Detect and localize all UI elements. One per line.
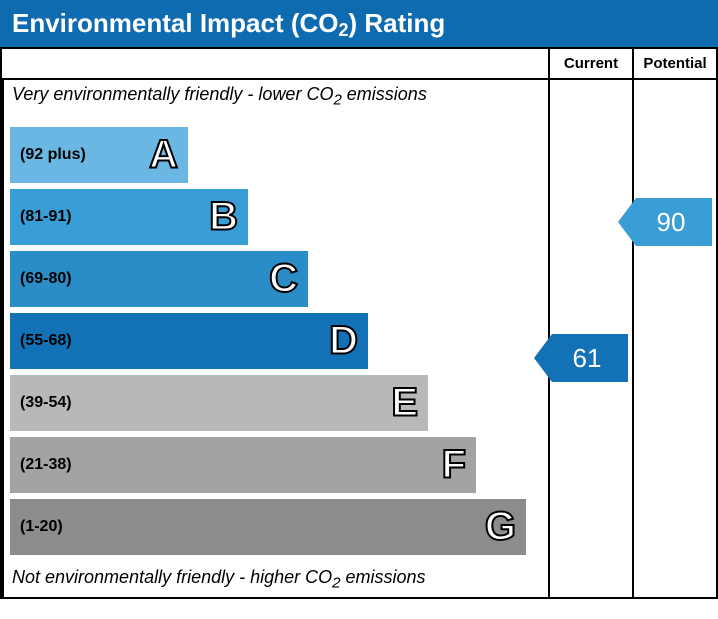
band-range: (81-91) — [10, 208, 72, 226]
band-letter: B — [209, 194, 238, 239]
current-value: 61 — [552, 343, 622, 374]
band-c: (69-80) C — [10, 251, 308, 307]
band-a: (92 plus) A — [10, 127, 188, 183]
band-b: (81-91) B — [10, 189, 248, 245]
potential-value: 90 — [636, 207, 706, 238]
band-f: (21-38) F — [10, 437, 476, 493]
caption-top: Very environmentally friendly - lower CO… — [4, 80, 548, 115]
band-letter: G — [485, 504, 516, 549]
band-letter: E — [391, 380, 418, 425]
col-header-potential: Potential — [632, 47, 716, 78]
band-letter: A — [149, 132, 178, 177]
band-g: (1-20) G — [10, 499, 526, 555]
col-header-blank — [2, 47, 548, 78]
band-range: (55-68) — [10, 332, 72, 350]
band-range: (69-80) — [10, 270, 72, 288]
band-letter: C — [269, 256, 298, 301]
current-marker: 61 — [534, 334, 628, 382]
band-d: (55-68) D — [10, 313, 368, 369]
band-range: (1-20) — [10, 518, 63, 536]
potential-marker: 90 — [618, 198, 712, 246]
rating-table: Current Potential Very environmentally f… — [0, 47, 718, 599]
bands-container: (92 plus) A (81-91) B (69-80) C (55-68) D (39-54… — [4, 115, 548, 563]
band-letter: F — [442, 442, 466, 487]
band-range: (39-54) — [10, 394, 72, 412]
bands-cell: Very environmentally friendly - lower CO… — [2, 78, 548, 597]
band-range: (92 plus) — [10, 146, 86, 164]
current-column: 61 — [548, 78, 632, 597]
chart-title: Environmental Impact (CO2) Rating — [0, 0, 718, 47]
band-e: (39-54) E — [10, 375, 428, 431]
caption-bottom: Not environmentally friendly - higher CO… — [4, 563, 548, 598]
potential-column: 90 — [632, 78, 716, 597]
band-letter: D — [329, 318, 358, 363]
col-header-current: Current — [548, 47, 632, 78]
title-sub: 2 — [339, 20, 349, 40]
title-prefix: Environmental Impact (CO — [12, 8, 339, 38]
title-suffix: ) Rating — [349, 8, 446, 38]
band-range: (21-38) — [10, 456, 72, 474]
